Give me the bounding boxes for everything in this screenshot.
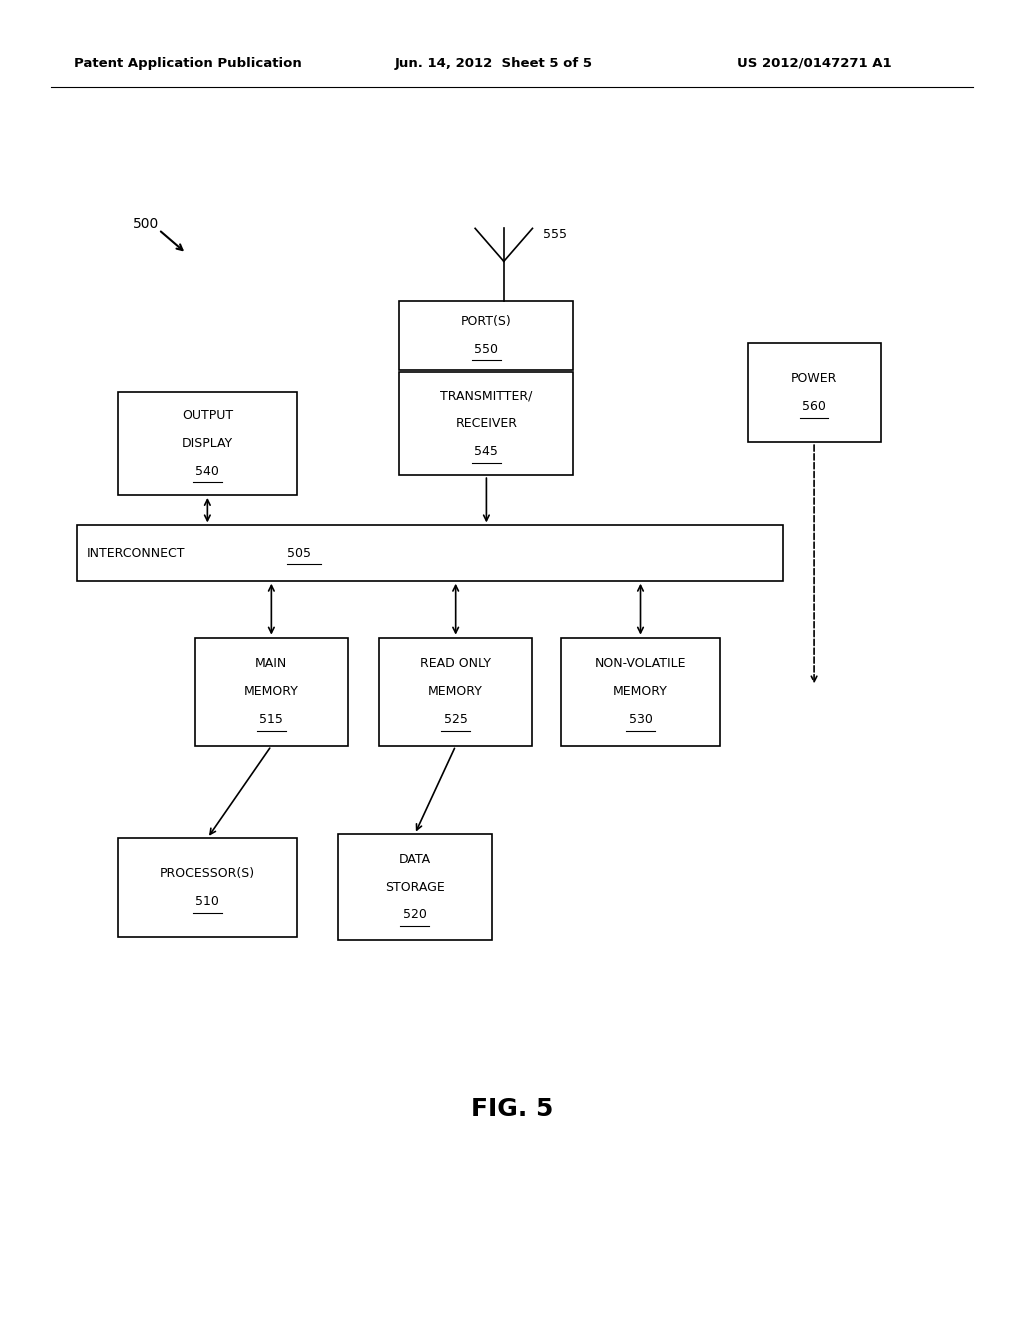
Bar bbox=[118, 838, 297, 937]
Text: INTERCONNECT: INTERCONNECT bbox=[87, 546, 185, 560]
Text: DISPLAY: DISPLAY bbox=[182, 437, 232, 450]
Text: STORAGE: STORAGE bbox=[385, 880, 444, 894]
Bar bbox=[195, 638, 348, 746]
Text: Jun. 14, 2012  Sheet 5 of 5: Jun. 14, 2012 Sheet 5 of 5 bbox=[394, 57, 592, 70]
Text: 540: 540 bbox=[196, 465, 219, 478]
Text: DATA: DATA bbox=[398, 853, 431, 866]
Text: OUTPUT: OUTPUT bbox=[182, 409, 232, 422]
Bar bbox=[379, 638, 532, 746]
Text: TRANSMITTER/: TRANSMITTER/ bbox=[440, 389, 532, 403]
Text: MAIN: MAIN bbox=[255, 657, 288, 671]
Text: 550: 550 bbox=[474, 343, 499, 355]
Text: 505: 505 bbox=[287, 546, 310, 560]
Bar bbox=[118, 392, 297, 495]
Text: US 2012/0147271 A1: US 2012/0147271 A1 bbox=[737, 57, 892, 70]
Text: READ ONLY: READ ONLY bbox=[420, 657, 492, 671]
Text: MEMORY: MEMORY bbox=[428, 685, 483, 698]
Bar bbox=[399, 301, 573, 370]
Text: 515: 515 bbox=[259, 713, 284, 726]
Bar bbox=[338, 834, 492, 940]
Text: MEMORY: MEMORY bbox=[244, 685, 299, 698]
Text: 560: 560 bbox=[802, 400, 826, 413]
Text: 520: 520 bbox=[402, 908, 427, 921]
Bar bbox=[561, 638, 720, 746]
Text: NON-VOLATILE: NON-VOLATILE bbox=[595, 657, 686, 671]
Text: PROCESSOR(S): PROCESSOR(S) bbox=[160, 867, 255, 880]
Text: RECEIVER: RECEIVER bbox=[456, 417, 517, 430]
Text: PORT(S): PORT(S) bbox=[461, 315, 512, 327]
Text: FIG. 5: FIG. 5 bbox=[471, 1097, 553, 1121]
Bar bbox=[748, 343, 881, 442]
Text: Patent Application Publication: Patent Application Publication bbox=[74, 57, 301, 70]
Text: 525: 525 bbox=[443, 713, 468, 726]
Text: 555: 555 bbox=[543, 228, 566, 242]
Bar bbox=[77, 525, 783, 581]
Text: 510: 510 bbox=[196, 895, 219, 908]
Text: POWER: POWER bbox=[791, 372, 838, 385]
Text: 500: 500 bbox=[133, 218, 160, 231]
Text: 545: 545 bbox=[474, 445, 499, 458]
Text: MEMORY: MEMORY bbox=[613, 685, 668, 698]
Text: 530: 530 bbox=[629, 713, 652, 726]
Bar bbox=[399, 372, 573, 475]
